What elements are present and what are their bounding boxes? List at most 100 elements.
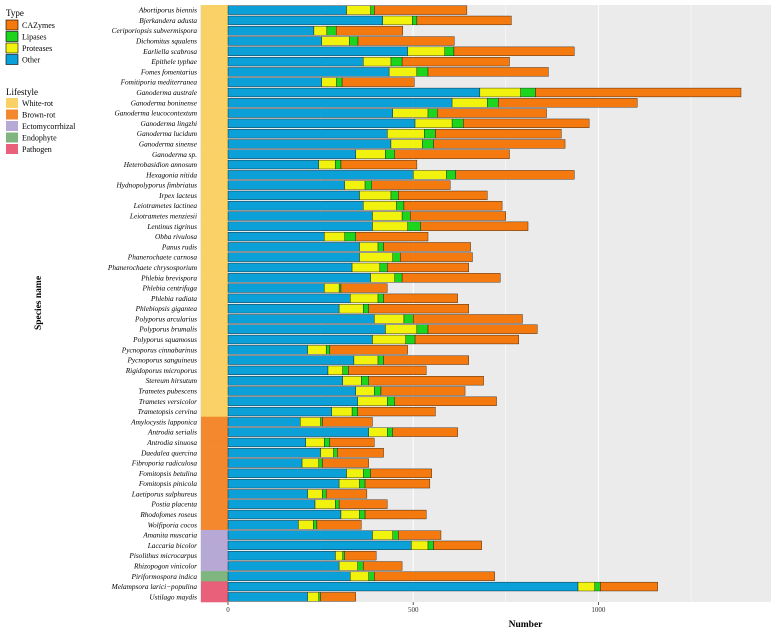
lifestyle-legend-label-ectomycorrhizal: Ectomycorrhizal: [22, 122, 76, 131]
bar-other-phlebia-brevispora: [227, 273, 371, 283]
bar-other-amanita-muscaria: [227, 530, 373, 540]
species-label: Antrodia sinuosa: [146, 438, 197, 447]
lifestyle-cell-white-rot: [201, 303, 228, 315]
bar-proteases-heterobasidion-annosum: [318, 159, 336, 170]
species-label: Lentinus tigrinus: [146, 222, 197, 231]
lifestyle-cell-white-rot: [201, 385, 228, 397]
species-label: Leiotrametes lactinea: [133, 201, 198, 210]
bar-cazymes-trametopsis-cervina: [357, 406, 436, 417]
bar-other-fibroporia-radiculosa: [227, 458, 303, 468]
bar-proteases-melampsora-larici-populina: [577, 581, 595, 592]
lifestyle-cell-white-rot: [201, 221, 228, 232]
species-label: Ganoderma lucidum: [137, 129, 197, 138]
bar-proteases-leiotrametes-menziesii: [372, 211, 403, 221]
species-label: Ceriporiopsis subvermispora: [112, 26, 198, 35]
species-label: Heterobasidion annosum: [123, 160, 197, 169]
species-label: Amanita muscaria: [142, 531, 197, 540]
bar-lipases-hexagonia-nitida: [446, 170, 456, 180]
lifestyle-legend-label-white-rot: White-rot: [22, 99, 54, 108]
bar-proteases-leiotrametes-lactinea: [363, 201, 397, 211]
species-label: Rhizopogon vinicolor: [133, 561, 197, 570]
species-label: Stereum hirsutum: [146, 376, 197, 385]
type-legend-label-cazymes: CAZymes: [22, 21, 55, 30]
lifestyle-cell-white-rot: [201, 35, 228, 47]
bar-cazymes-stereum-hirsutum: [368, 376, 484, 386]
bar-proteases-irpex-lacteus: [359, 190, 392, 201]
bar-cazymes-lentinus-tigrinus: [420, 221, 529, 231]
species-label: Melampsora larici−populina: [111, 582, 198, 591]
bar-cazymes-phanerochaete-carnosa: [400, 252, 473, 262]
species-label: Amylocystis lapponica: [130, 417, 197, 426]
bar-proteases-earliella-scabrosa: [407, 46, 445, 56]
bar-proteases-panus-rudis: [359, 242, 379, 252]
bar-proteases-pisolithus-microcarpus: [335, 551, 343, 561]
bar-proteases-pycnoporus-cinnabarinus: [307, 345, 327, 355]
bar-lipases-daedalea-quercina: [333, 448, 338, 458]
bar-cazymes-laccaria-bicolor: [433, 540, 482, 550]
bar-lipases-bjerkandera-adusta: [412, 15, 418, 26]
bar-proteases-ganoderma-lucidum: [387, 129, 425, 139]
bar-other-ganoderma-sp: [227, 149, 356, 159]
bar-other-phanerochaete-carnosa: [227, 252, 360, 262]
bar-other-amylocystis-lapponica: [227, 417, 301, 427]
species-label: Ganoderma leucocontextum: [115, 109, 197, 118]
bar-other-piriformospora-indica: [227, 571, 351, 581]
bar-proteases-fomitopsis-pinicola: [338, 479, 360, 489]
bar-proteases-phlebia-radiata: [350, 293, 379, 303]
species-label: Fomitiporia mediterranea: [120, 78, 198, 87]
species-label: Piriformospora indica: [131, 572, 198, 581]
bar-proteases-laccaria-bicolor: [411, 540, 429, 550]
bar-lipases-phanerochaete-carnosa: [392, 252, 401, 262]
bar-other-ceriporiopsis-subvermispora: [227, 26, 315, 36]
bar-lipases-wolfiporia-cocos: [313, 520, 318, 530]
bar-cazymes-phlebiopsis-gigantea: [368, 304, 469, 314]
bar-lipases-polyporus-arcularius: [403, 314, 414, 324]
lifestyle-cell-white-rot: [201, 200, 228, 212]
species-label: Phlebia brevispora: [140, 273, 197, 282]
bar-cazymes-ganoderma-sinense: [433, 139, 566, 149]
type-legend-key-cazymes: [5, 19, 19, 31]
lifestyle-cell-white-rot: [201, 354, 228, 366]
lifestyle-cell-white-rot: [201, 56, 228, 68]
bar-cazymes-heterobasidion-annosum: [340, 159, 418, 170]
bar-other-panus-rudis: [227, 242, 360, 252]
bar-lipases-fomes-fomentarius: [416, 67, 429, 77]
bar-cazymes-ceriporiopsis-subvermispora: [335, 26, 404, 36]
lifestyle-cell-white-rot: [201, 334, 228, 345]
lifestyle-cell-white-rot: [201, 118, 228, 129]
lifestyle-legend-key-pathogen: [6, 144, 18, 154]
bar-proteases-ceriporiopsis-subvermispora: [313, 26, 328, 36]
bar-lipases-trametes-pubescens: [374, 386, 382, 396]
bar-proteases-antrodia-serialis: [368, 427, 388, 437]
lifestyle-cell-white-rot: [201, 138, 228, 150]
bar-other-phlebia-centrifuga: [227, 283, 325, 293]
lifestyle-cell-white-rot: [201, 66, 228, 78]
bar-cazymes-rhodofomes-roseus: [364, 509, 427, 520]
species-label: Phlebia centrifuga: [141, 284, 197, 293]
bar-cazymes-leiotrametes-lactinea: [403, 201, 503, 211]
species-label: Dichomitus squalens: [135, 37, 197, 46]
lifestyle-cell-white-rot: [201, 107, 228, 119]
bar-other-fomitiporia-mediterranea: [227, 77, 322, 87]
type-legend-label-lipases: Lipases: [22, 33, 46, 42]
bar-other-fomes-fomentarius: [227, 67, 390, 77]
bar-lipases-hydnopolyporus-fimbriatus: [364, 180, 372, 190]
lifestyle-cell-brown-rot: [201, 509, 228, 520]
bar-cazymes-phlebia-brevispora: [401, 273, 501, 283]
bar-cazymes-postia-placenta: [338, 499, 388, 509]
lifestyle-cell-white-rot: [201, 241, 228, 253]
x-axis-ticks: 0 500 1000: [226, 602, 606, 614]
lifestyle-cell-brown-rot: [201, 519, 228, 531]
bar-proteases-phanerochaete-chrysosporium: [351, 262, 381, 273]
bar-other-ganoderma-lingzhi: [227, 118, 416, 128]
bar-proteases-wolfiporia-cocos: [298, 520, 314, 530]
bar-cazymes-daedalea-quercina: [337, 448, 384, 458]
bar-cazymes-irpex-lacteus: [398, 190, 488, 201]
bar-proteases-fomitopsis-betulina: [346, 468, 364, 478]
bar-proteases-pycnoporus-sanguineus: [353, 355, 379, 365]
bar-proteases-laetiporus-sulphureus: [307, 489, 323, 499]
species-label: Polyporus arcularius: [134, 314, 197, 323]
bar-proteases-amylocystis-lapponica: [300, 417, 321, 427]
bar-other-leiotrametes-lactinea: [227, 201, 364, 211]
bar-proteases-epithele-typhae: [363, 57, 392, 67]
